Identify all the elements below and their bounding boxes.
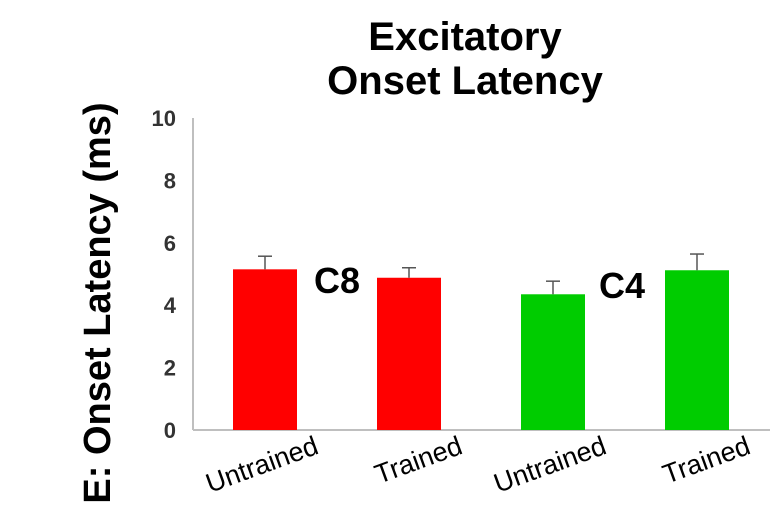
x-tick-label: Trained bbox=[659, 430, 754, 489]
bars bbox=[233, 269, 729, 430]
y-axis-label: E: Onset Latency (ms) bbox=[77, 102, 119, 503]
y-ticks: 0 2 4 6 8 10 bbox=[152, 106, 177, 443]
group-label: C4 bbox=[599, 265, 645, 306]
bar bbox=[521, 294, 585, 430]
error-bars bbox=[258, 253, 704, 295]
y-tick-label: 4 bbox=[164, 293, 177, 318]
bar bbox=[377, 277, 441, 430]
chart-title-line-1: Excitatory bbox=[368, 15, 562, 59]
x-tick-label: Untrained bbox=[490, 430, 610, 498]
group-label: C8 bbox=[314, 260, 360, 301]
x-tick-label: Trained bbox=[371, 430, 466, 489]
x-tick-label: Untrained bbox=[202, 430, 322, 498]
group-labels: C8 C4 bbox=[314, 260, 645, 306]
bar bbox=[665, 270, 729, 430]
y-tick-label: 6 bbox=[164, 231, 176, 256]
category-labels: Untrained Trained Untrained Trained bbox=[202, 430, 754, 498]
y-tick-label: 2 bbox=[164, 356, 176, 381]
y-tick-label: 8 bbox=[164, 168, 176, 193]
chart-title-line-2: Onset Latency bbox=[327, 59, 603, 103]
y-tick-label: 10 bbox=[152, 106, 176, 131]
bar bbox=[233, 269, 297, 430]
y-tick-label: 0 bbox=[164, 418, 176, 443]
